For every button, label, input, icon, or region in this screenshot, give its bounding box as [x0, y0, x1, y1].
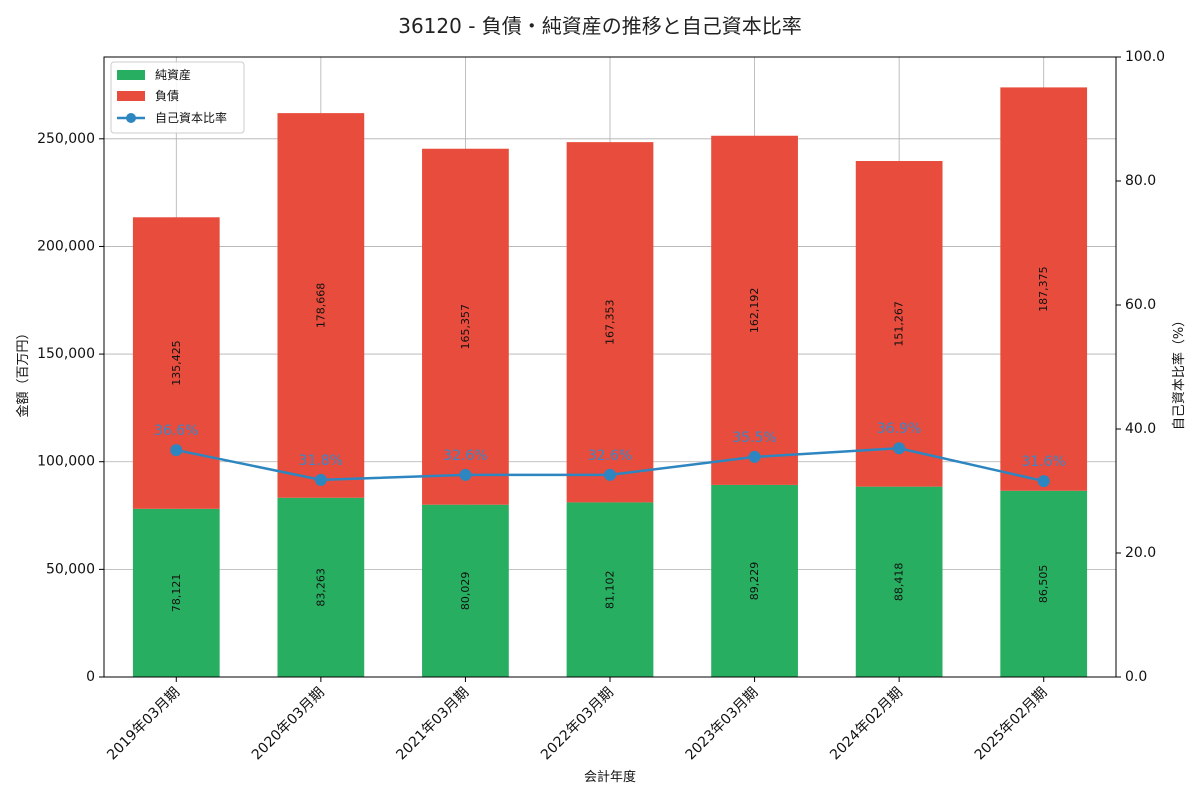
x-tick-label: 2024年02月期 [827, 685, 906, 764]
y-tick-label: 150,000 [37, 346, 95, 362]
bar-value-label: 86,505 [1037, 565, 1050, 604]
bar-liabilities [277, 113, 365, 498]
y2-tick-label: 80.0 [1125, 173, 1156, 189]
bar-value-label: 81,102 [604, 570, 617, 609]
bar-equity [711, 484, 798, 677]
y-axis-label: 金額（百万円） [15, 326, 31, 417]
ratio-point-label: 31.6% [1021, 454, 1065, 470]
y-tick-label: 200,000 [37, 238, 95, 254]
x-axis-label: 会計年度 [584, 769, 636, 785]
bar-equity [277, 497, 365, 677]
y2-axis-label: 自己資本比率（%） [1171, 314, 1187, 430]
bar-liabilities [1000, 87, 1088, 491]
bar-value-label: 88,418 [893, 563, 906, 602]
x-tick-label: 2021年03月期 [393, 685, 472, 764]
bar-value-label: 78,121 [170, 574, 183, 613]
y2-tick-label: 20.0 [1125, 545, 1156, 561]
bar-equity [132, 508, 220, 677]
y-tick-label: 100,000 [37, 454, 95, 470]
bar-value-label: 178,668 [314, 283, 327, 329]
y-tick-label: 250,000 [37, 131, 95, 147]
y2-tick-label: 40.0 [1125, 421, 1156, 437]
bar-liabilities [422, 148, 509, 505]
y-tick-label: 50,000 [46, 561, 95, 577]
bar-value-label: 89,229 [748, 562, 761, 601]
ratio-point-label: 32.6% [588, 448, 632, 464]
ratio-point-label: 32.6% [443, 448, 487, 464]
bar-liabilities [132, 217, 220, 509]
ratio-point [604, 468, 616, 481]
bar-equity [422, 504, 509, 677]
bar-value-label: 162,192 [748, 288, 761, 334]
x-tick-label: 2019年03月期 [104, 685, 183, 764]
bars-group: 78,121 135,425 83,263 178,668 80,029 165,357 8… [132, 87, 1088, 677]
bar-value-label: 135,425 [170, 340, 183, 386]
bar-equity [566, 502, 654, 677]
bar-liabilities [855, 161, 943, 487]
ratio-line-group: 36.6% 31.8% 32.6% 32.6% 35.5% 36.9% 31.6% [154, 421, 1066, 488]
y2-tick-label: 0.0 [1125, 669, 1147, 685]
bar-value-label: 83,263 [314, 568, 327, 607]
bar-value-label: 187,375 [1037, 266, 1050, 312]
bar-value-label: 80,029 [459, 572, 472, 611]
bar-value-label: 151,267 [893, 301, 906, 347]
ratio-point-label: 35.5% [732, 430, 776, 446]
ratio-point [314, 473, 327, 486]
y-tick-label: 0 [86, 669, 95, 685]
bar-liabilities [711, 135, 798, 485]
x-tick-label: 2023年03月期 [683, 685, 762, 764]
x-tick-label: 2025年02月期 [972, 685, 1051, 764]
bar-value-label: 165,357 [459, 304, 472, 350]
bar-equity [855, 486, 943, 677]
legend-swatch-ratio-marker [126, 113, 136, 123]
legend-label-liabilities: 負債 [155, 88, 179, 103]
ratio-point [170, 444, 183, 457]
y2-tick-label: 60.0 [1125, 297, 1156, 313]
legend-swatch-liabilities [117, 91, 145, 101]
bar-value-label: 167,353 [604, 300, 617, 346]
ratio-point-label: 36.9% [877, 421, 921, 437]
ratio-point-label: 36.6% [154, 423, 198, 439]
legend-label-ratio: 自己資本比率 [155, 110, 227, 125]
ratio-point-label: 31.8% [299, 453, 343, 469]
ratio-point [748, 450, 761, 463]
bar-liabilities [566, 142, 654, 503]
ratio-point [459, 468, 472, 481]
ratio-point [1037, 475, 1050, 488]
legend-swatch-equity [117, 70, 145, 80]
x-tick-label: 2020年03月期 [249, 685, 328, 764]
x-tick-label: 2022年03月期 [538, 685, 617, 764]
ratio-point [893, 442, 906, 455]
bar-equity [1000, 490, 1088, 677]
y2-tick-label: 100.0 [1125, 49, 1165, 65]
legend-label-equity: 純資産 [155, 67, 191, 82]
chart-title: 36120 - 負債・純資産の推移と自己資本比率 [398, 14, 802, 38]
